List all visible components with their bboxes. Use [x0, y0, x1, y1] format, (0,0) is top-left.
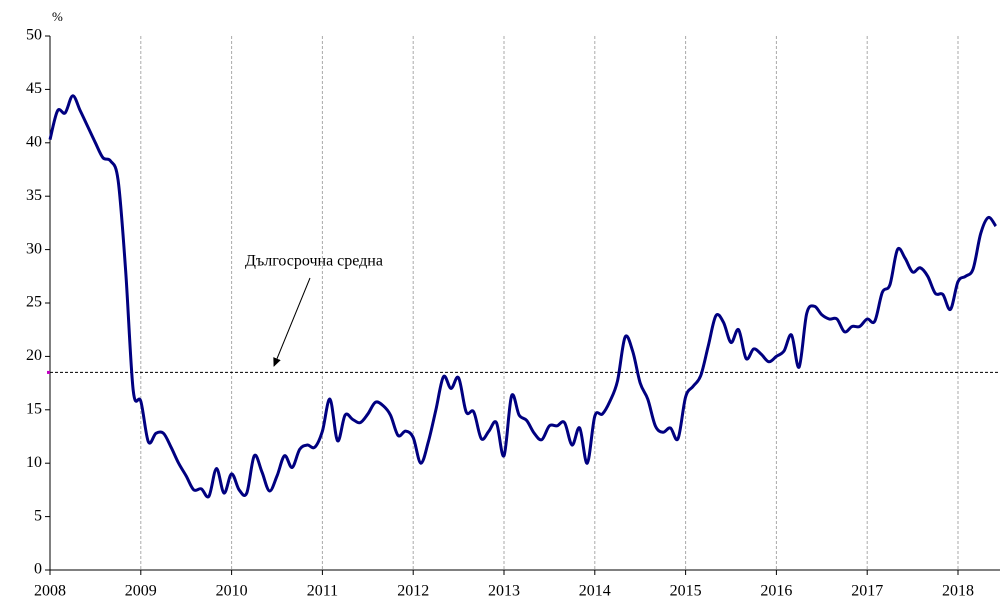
reference-label: Дългосрочна средна	[245, 253, 383, 270]
x-tick-label: 2013	[488, 583, 520, 600]
y-tick-label: 30	[26, 240, 42, 257]
y-tick-label: 40	[26, 133, 42, 150]
x-tick-label: 2009	[125, 583, 157, 600]
y-tick-label: 25	[26, 294, 42, 311]
x-tick-label: 2012	[397, 583, 429, 600]
reference-marker	[47, 370, 50, 374]
y-tick-label: 45	[26, 80, 42, 97]
y-tick-label: 50	[26, 27, 42, 44]
x-tick-label: 2010	[216, 583, 248, 600]
x-tick-label: 2008	[34, 583, 66, 600]
y-tick-label: 20	[26, 347, 42, 364]
x-tick-label: 2017	[851, 583, 883, 600]
series-line	[48, 94, 998, 499]
y-tick-label: 0	[34, 561, 42, 578]
y-axis-label: %	[52, 9, 63, 24]
x-tick-label: 2018	[942, 583, 974, 600]
y-tick-label: 35	[26, 187, 42, 204]
x-tick-label: 2015	[670, 583, 702, 600]
x-tick-label: 2014	[579, 583, 611, 600]
x-tick-label: 2016	[760, 583, 792, 600]
x-tick-label: 2011	[307, 583, 338, 600]
annotation-arrow	[273, 277, 311, 367]
y-tick-label: 5	[34, 507, 42, 524]
y-tick-label: 15	[26, 400, 42, 417]
y-tick-label: 10	[26, 454, 42, 471]
